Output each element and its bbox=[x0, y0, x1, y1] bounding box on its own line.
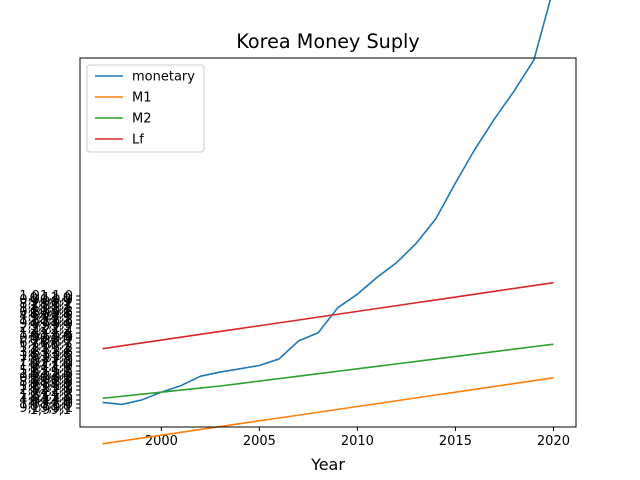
y-tick-glyph-a: 1,81,1,8 bbox=[19, 388, 73, 403]
y-tick-glyph-a: 2,92,2,9 bbox=[19, 383, 73, 398]
y-tick-glyph-b: 9,00,9 bbox=[30, 295, 71, 310]
y-tick-glyph-a: 4,54,4,5 bbox=[19, 309, 73, 324]
y-tick-glyph-a: 2,22,2,2 bbox=[19, 321, 73, 336]
y-tick-glyph-b: 9,11,9 bbox=[30, 361, 71, 376]
y-tick-glyph-b: 8,88,8 bbox=[30, 377, 71, 392]
y-tick-glyph-a: 8,28,8,2 bbox=[19, 297, 73, 312]
legend: monetary M1 M2 Lf bbox=[86, 64, 205, 153]
legend-label-lf: Lf bbox=[132, 133, 144, 148]
y-tick-glyph-b: 0,00,0 bbox=[30, 333, 71, 348]
legend-label-monetary: monetary bbox=[132, 70, 195, 85]
y-tick-glyph-a: 0,80,0,8 bbox=[19, 305, 73, 320]
y-tick-glyph-b: 3,00,3 bbox=[30, 373, 71, 388]
y-tick-glyph-a: 4,04,4,0 bbox=[19, 393, 73, 408]
y-tick-glyph-a: 9,99,9,9 bbox=[19, 317, 73, 332]
y-tick-glyph-a: 1,61,1,6 bbox=[19, 367, 73, 382]
y-tick-glyph-a: 6,76,6,7 bbox=[19, 336, 73, 351]
y-tick-glyph-b: 4,11,4 bbox=[30, 328, 71, 343]
y-tick-glyph-a: 3,83,3,8 bbox=[19, 345, 73, 360]
y-tick-glyph-a: 0,90,0,9 bbox=[19, 293, 73, 308]
y-tick-glyph-b: 0,11,0 bbox=[30, 399, 71, 414]
y-tick-glyph-a: 9,19,9,1 bbox=[19, 401, 73, 416]
x-tick-label: 2015 bbox=[439, 434, 472, 449]
y-tick-glyph-a: 8,88,8,8 bbox=[19, 375, 73, 390]
y-tick-glyph-b: 2,22,2 bbox=[30, 323, 71, 338]
y-tick-glyph-a: 1,41,1,4 bbox=[19, 326, 73, 341]
y-tick-glyph-a: 1,01,1,0 bbox=[19, 289, 73, 304]
y-tick-glyph-b: 1,99,1 bbox=[30, 403, 71, 418]
series-line-m1 bbox=[102, 377, 554, 445]
y-tick-glyph-b: 6,11,6 bbox=[30, 369, 71, 384]
y-tick-glyph-a: 1,21,1,2 bbox=[19, 341, 73, 356]
y-tick-glyph-b: 0,11,0 bbox=[30, 291, 71, 306]
y-tick-glyph-b: 2,88,2 bbox=[30, 299, 71, 314]
y-tick-glyph-b: 9,22,9 bbox=[30, 385, 71, 400]
y-tick-glyph-b: 7,11,7 bbox=[30, 381, 71, 396]
y-tick-glyph-b: 2,11,2 bbox=[30, 343, 71, 358]
y-tick-glyph-b: 0,44,0 bbox=[30, 395, 71, 410]
series-line-monetary bbox=[102, 0, 552, 406]
y-tick-glyph-a: 0,00,0,0 bbox=[19, 331, 73, 346]
y-tick-glyph-a: 1,31,1,3 bbox=[19, 313, 73, 328]
legend-box bbox=[86, 64, 205, 153]
y-tick-glyph-b: 8,00,8 bbox=[30, 307, 71, 322]
y-tick-glyph-a: 1,11,1,1 bbox=[19, 301, 73, 316]
x-axis-label: Year bbox=[310, 455, 345, 474]
y-tick-glyph-b: 1,11,1 bbox=[30, 303, 71, 318]
y-tick-glyph-b: 5,55,5 bbox=[30, 366, 71, 381]
legend-label-m1: M1 bbox=[132, 91, 152, 106]
y-tick-glyph-a: 5,55,5,5 bbox=[19, 364, 73, 379]
y-tick-glyph-a: 7,07,7,0 bbox=[19, 354, 73, 369]
y-tick-glyph-a: 1,91,1,9 bbox=[19, 359, 73, 374]
x-tick-label: 2005 bbox=[243, 434, 276, 449]
y-tick-glyph-b: 5,11,5 bbox=[30, 351, 71, 366]
y-tick-glyph-b: 8,11,8 bbox=[30, 390, 71, 405]
x-tick-label: 2000 bbox=[145, 434, 178, 449]
y-tick-glyph-a: 1,01,1,0 bbox=[19, 397, 73, 412]
y-tick-glyph-b: 8,33,8 bbox=[30, 347, 71, 362]
y-tick-glyph-a: 0,30,0,3 bbox=[19, 371, 73, 386]
x-axis-ticks: 2000 2005 2010 2015 2020 bbox=[145, 427, 570, 449]
x-tick-label: 2020 bbox=[537, 434, 570, 449]
y-tick-glyph-b: 5,44,5 bbox=[30, 311, 71, 326]
x-tick-label: 2010 bbox=[341, 434, 374, 449]
y-tick-glyph-b: 3,11,3 bbox=[30, 315, 71, 330]
series-layer bbox=[102, 0, 554, 445]
y-tick-glyph-b: 0,77,0 bbox=[30, 356, 71, 371]
y-tick-labels-overlapping: 1,01,1,00,11,00,90,0,99,00,98,28,8,22,88… bbox=[19, 289, 80, 418]
y-tick-glyph-a: 1,51,1,5 bbox=[19, 349, 73, 364]
legend-label-m2: M2 bbox=[132, 112, 152, 127]
series-line-lf bbox=[102, 281, 554, 350]
series-line-m2 bbox=[102, 343, 554, 400]
chart-title: Korea Money Suply bbox=[236, 30, 419, 53]
plot-frame bbox=[79, 57, 577, 428]
y-tick-glyph-a: 1,71,1,7 bbox=[19, 379, 73, 394]
y-tick-glyph-b: 7,66,7 bbox=[30, 338, 71, 353]
y-tick-glyph-b: 9,99,9 bbox=[30, 319, 71, 334]
